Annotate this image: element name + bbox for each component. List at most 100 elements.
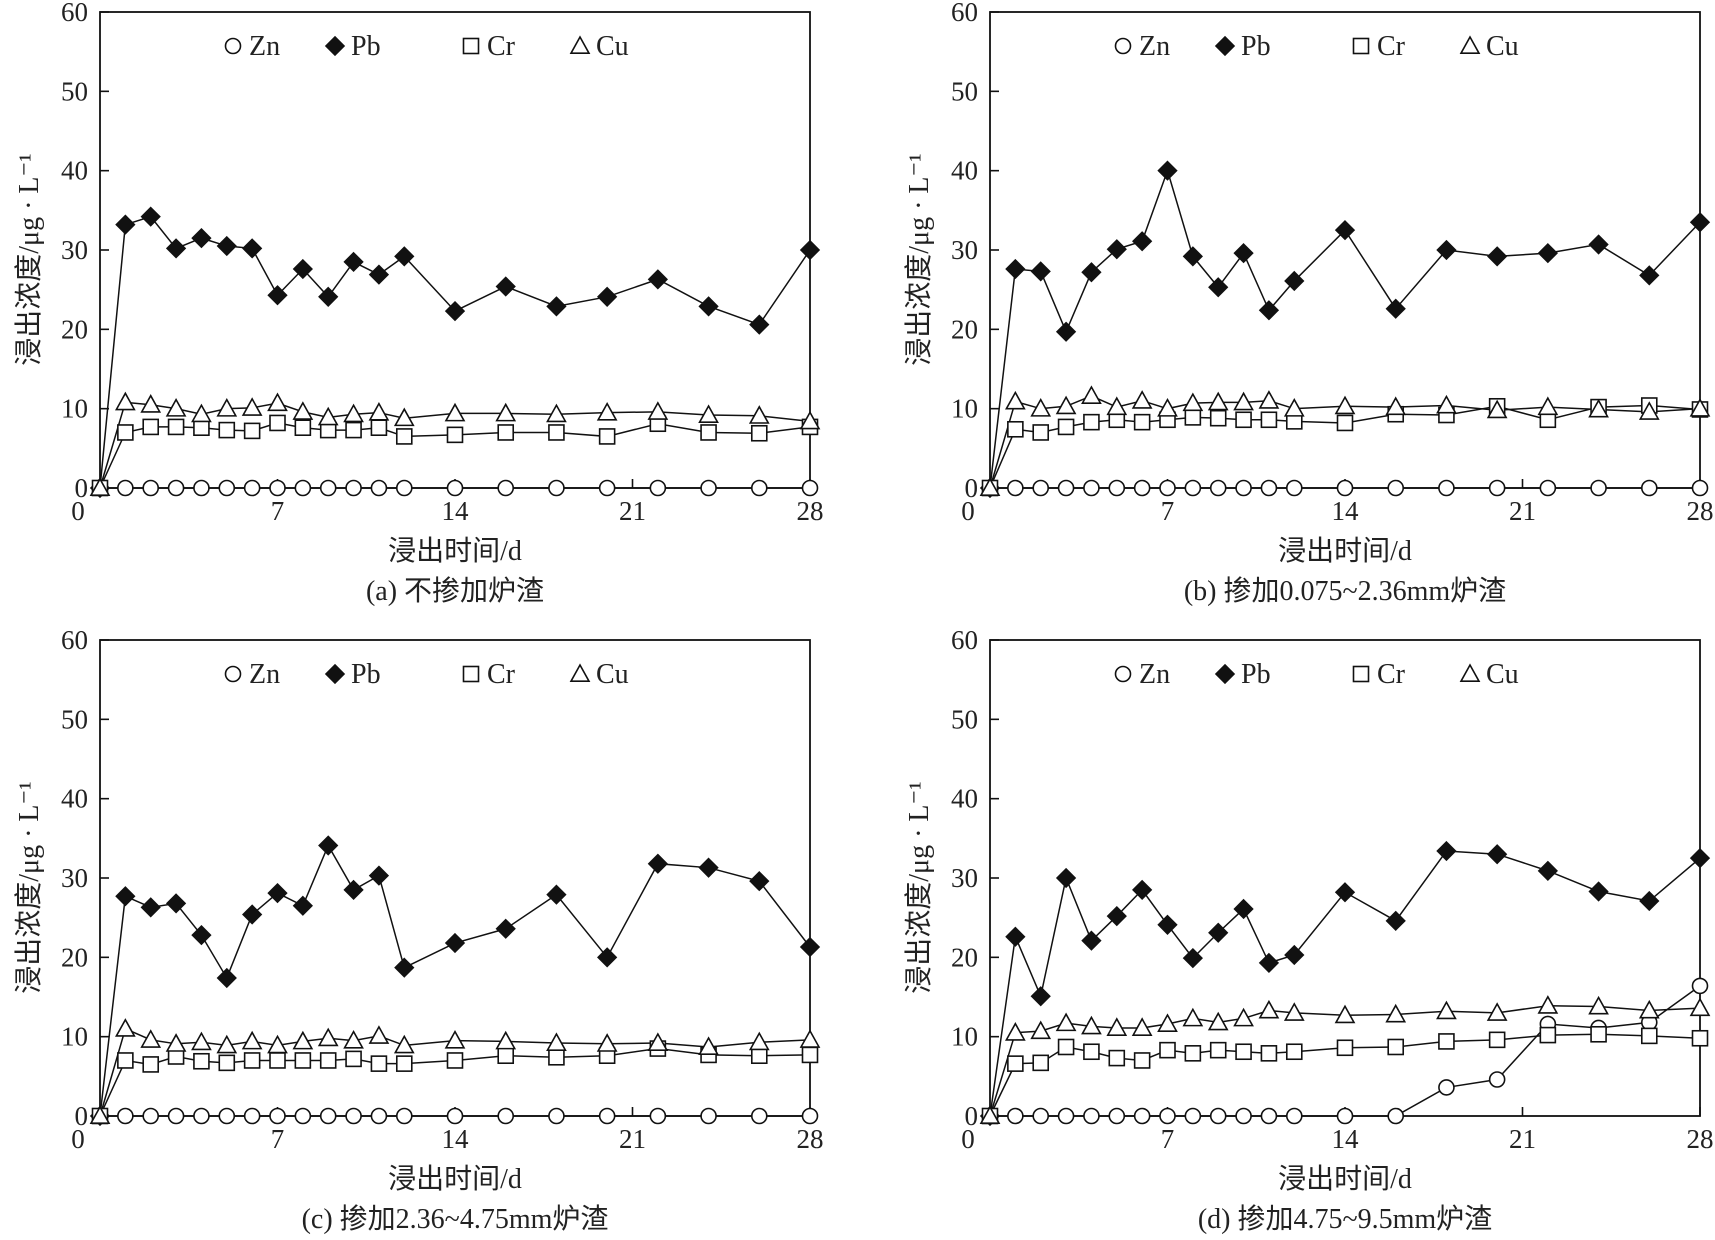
point-pb bbox=[292, 258, 313, 280]
point-pb bbox=[1689, 212, 1711, 233]
point-zn bbox=[167, 1107, 185, 1125]
point-zn bbox=[218, 479, 236, 497]
legend-label-cr: Cr bbox=[1377, 31, 1406, 62]
point-pb bbox=[1588, 881, 1609, 902]
point-zn bbox=[801, 479, 819, 497]
point-pb bbox=[1055, 867, 1077, 889]
point-zn bbox=[700, 1107, 717, 1125]
point-cu bbox=[1689, 398, 1711, 417]
point-cu bbox=[1436, 1000, 1457, 1020]
point-pb bbox=[394, 957, 415, 978]
point-cu bbox=[114, 391, 136, 411]
x-tick-label: 14 bbox=[442, 1124, 470, 1154]
point-zn bbox=[1159, 479, 1176, 497]
x-axis-label: 浸出时间/d bbox=[388, 535, 522, 567]
y-tick-label: 10 bbox=[61, 1022, 88, 1052]
point-cu bbox=[343, 1029, 364, 1049]
point-pb bbox=[799, 239, 821, 261]
point-pb bbox=[1208, 922, 1229, 943]
y-axis-label: 浸出浓度/μg · L⁻¹ bbox=[13, 781, 45, 993]
point-cu bbox=[444, 1029, 466, 1049]
legend-label-cr: Cr bbox=[487, 31, 516, 62]
legend-label-cr: Cr bbox=[1377, 659, 1406, 690]
point-pb bbox=[1106, 239, 1127, 260]
point-cu bbox=[979, 1105, 1001, 1124]
point-cu bbox=[191, 1031, 212, 1051]
point-zn bbox=[345, 1107, 362, 1125]
point-cu bbox=[216, 398, 238, 417]
point-cu bbox=[89, 477, 111, 497]
point-cu bbox=[979, 477, 1001, 497]
legend-marker-cu bbox=[1459, 663, 1481, 683]
point-zn bbox=[497, 1107, 515, 1125]
point-pb bbox=[1284, 944, 1305, 966]
point-pb bbox=[1689, 848, 1711, 869]
point-cr bbox=[1184, 409, 1202, 426]
y-tick-label: 50 bbox=[951, 704, 978, 734]
point-cr bbox=[1590, 1025, 1607, 1043]
point-cu bbox=[89, 1105, 111, 1124]
y-tick-label: 30 bbox=[951, 863, 978, 893]
point-cu bbox=[140, 394, 162, 413]
point-cu bbox=[216, 1034, 238, 1054]
legend-label-zn: Zn bbox=[1139, 659, 1170, 690]
y-tick-label: 50 bbox=[951, 76, 978, 106]
point-zn bbox=[117, 1107, 134, 1125]
point-zn bbox=[1488, 1071, 1506, 1088]
legend-label-zn: Zn bbox=[249, 31, 280, 62]
point-pb bbox=[1182, 246, 1203, 267]
point-zn bbox=[1387, 479, 1405, 497]
panel-d: 0 10 20 30 40 50 60 0 7 14 21 28 浸出时间/d 浸出浓度/μg · L⁻¹… bbox=[903, 625, 1714, 1235]
point-cr bbox=[1209, 1041, 1227, 1059]
point-pb bbox=[1436, 840, 1457, 862]
point-cu bbox=[1207, 1011, 1229, 1031]
point-pb bbox=[1537, 243, 1558, 264]
point-zn bbox=[801, 1107, 819, 1125]
x-tick-label: 14 bbox=[1332, 496, 1360, 526]
point-cr bbox=[446, 426, 464, 444]
panel-b: 0 10 20 30 40 50 60 0 7 14 21 28 浸出时间/d 浸出浓度/μg · L⁻¹… bbox=[903, 0, 1714, 607]
point-zn bbox=[1235, 1107, 1252, 1125]
point-pb bbox=[1334, 220, 1356, 241]
y-tick-label: 10 bbox=[61, 394, 88, 424]
point-zn bbox=[598, 1107, 616, 1125]
point-cu bbox=[596, 1033, 618, 1052]
point-zn bbox=[1336, 1107, 1354, 1125]
point-pb bbox=[1588, 234, 1609, 255]
point-pb bbox=[1436, 239, 1457, 261]
point-cu bbox=[1131, 390, 1153, 409]
point-cr bbox=[294, 1052, 312, 1069]
point-cu bbox=[267, 1034, 288, 1054]
point-pb bbox=[1081, 262, 1102, 283]
point-pb bbox=[1334, 882, 1356, 903]
point-zn bbox=[1083, 479, 1100, 497]
point-pb bbox=[647, 853, 668, 874]
point-cu bbox=[1233, 1007, 1254, 1027]
point-cr bbox=[269, 1052, 286, 1069]
legend-label-zn: Zn bbox=[249, 659, 280, 690]
point-cu bbox=[1385, 396, 1407, 416]
point-zn bbox=[1184, 479, 1202, 497]
point-cu bbox=[1131, 1017, 1153, 1036]
point-pb bbox=[1385, 298, 1406, 319]
point-pb bbox=[1258, 300, 1280, 321]
point-cu bbox=[1030, 1020, 1052, 1040]
point-pb bbox=[1132, 231, 1153, 252]
point-cu bbox=[1588, 398, 1609, 418]
point-cu bbox=[1486, 399, 1508, 419]
legend-marker-cr bbox=[462, 665, 480, 683]
point-zn bbox=[395, 1107, 413, 1125]
point-pb bbox=[140, 897, 161, 918]
point-pb bbox=[1537, 860, 1558, 881]
point-cr bbox=[1057, 1038, 1075, 1056]
point-zn bbox=[243, 479, 261, 497]
point-cr bbox=[598, 428, 616, 445]
point-pb bbox=[597, 947, 618, 968]
x-axis-label: 浸出时间/d bbox=[1278, 1163, 1412, 1195]
y-tick-label: 20 bbox=[951, 314, 978, 344]
point-cu bbox=[1258, 390, 1280, 409]
panel-caption: (a) 不掺加炉渣 bbox=[366, 575, 544, 607]
point-cu bbox=[267, 392, 288, 412]
point-pb bbox=[115, 886, 136, 907]
